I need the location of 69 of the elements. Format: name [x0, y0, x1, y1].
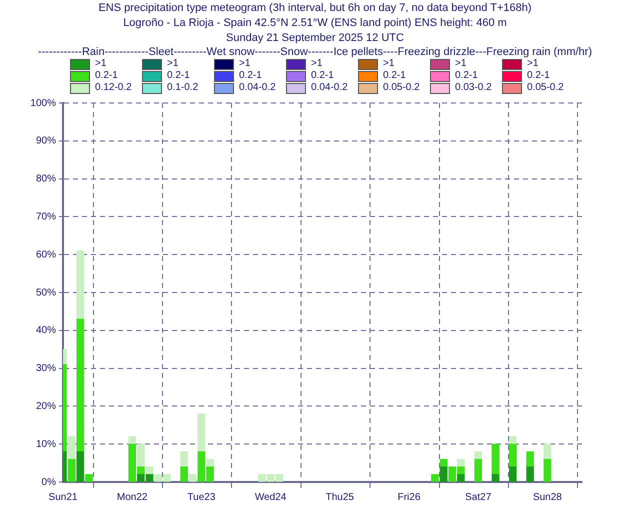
bar: [188, 474, 197, 482]
legend-label: 0.04-0.2: [311, 82, 348, 93]
y-tick-label: 10%: [36, 438, 56, 450]
legend-label: 0.2-1: [239, 70, 262, 81]
y-tick-label: 20%: [36, 400, 56, 412]
x-tick-label: Sun28: [532, 492, 562, 503]
y-tick-label: 30%: [36, 363, 56, 374]
y-tick-label: 40%: [36, 325, 56, 336]
bar: [526, 466, 534, 482]
legend-label: >1: [239, 58, 250, 69]
y-tick-label: 80%: [36, 174, 56, 185]
y-tick-label: 100%: [30, 98, 56, 109]
bar: [128, 436, 136, 444]
legend-label: 0.2-1: [455, 70, 478, 81]
y-tick-label: 60%: [36, 249, 56, 260]
bar: [457, 474, 465, 482]
legend-label: 0.2-1: [167, 70, 190, 81]
x-tick-label: Wed24: [254, 492, 287, 503]
bar: [137, 444, 145, 468]
legend-label: 0.03-0.2: [455, 82, 492, 93]
legend-label: 0.04-0.2: [239, 82, 276, 93]
bar: [492, 444, 500, 475]
bar: [431, 474, 439, 482]
x-tick-label: Tue23: [187, 492, 216, 503]
bar: [526, 451, 534, 468]
bar: [76, 250, 84, 320]
legend-label: 0.12-0.2: [95, 82, 132, 93]
bar: [508, 466, 517, 482]
y-tick-label: 0%: [42, 476, 56, 488]
legend-label: >1: [527, 58, 538, 69]
chart-subtitle: Logroño - La Rioja - Spain 42.5°N 2.51°W (ENS land point) ENS height: 460 m Sunday 21 September 2025 12 UTC: [122, 16, 508, 46]
legend-label: >1: [455, 58, 466, 69]
bar: [85, 474, 93, 482]
bar: [492, 474, 500, 482]
legend-label: >1: [311, 58, 322, 69]
bar: [508, 436, 517, 444]
bar: [508, 444, 517, 468]
bar: [198, 413, 206, 452]
legend-label: 0.2-1: [383, 70, 406, 81]
x-tick-label: Sat27: [465, 492, 492, 503]
legend-label: 0.2-1: [311, 70, 334, 81]
bar: [206, 458, 214, 468]
y-tick-label: 70%: [36, 211, 56, 222]
bar: [474, 458, 482, 482]
bar: [440, 466, 448, 482]
bar: [76, 451, 84, 482]
bar: [68, 436, 76, 460]
legend-label: >1: [383, 58, 394, 69]
bar: [180, 451, 188, 468]
legend-label: 0.2-1: [527, 70, 550, 81]
bar: [180, 466, 188, 482]
x-tick-label: Sun21: [48, 492, 78, 503]
x-tick-label: Fri26: [398, 492, 421, 503]
y-tick-label: 50%: [36, 287, 56, 298]
legend-title: ------------Rain------------Sleet---------Wet snow-------Snow-------Ice pellets----Freezing drizzle---Freezing rain (mm/hr): [36, 46, 594, 58]
bar: [76, 318, 84, 452]
x-tick-label: Thu25: [326, 492, 354, 503]
legend-label: 0.05-0.2: [383, 82, 420, 93]
x-tick-label: Mon22: [116, 492, 148, 503]
legend-label: >1: [167, 58, 178, 69]
legend-label: 0.2-1: [95, 70, 118, 81]
bar: [146, 466, 154, 475]
bar: [544, 458, 552, 482]
legend-label: 0.05-0.2: [527, 82, 564, 93]
chart-title: ENS precipitation type meteogram (3h interval, but 6h on day 7, no data beyond T+168h): [97, 1, 533, 16]
bar: [544, 444, 552, 460]
legend-label: 0.1-0.2: [167, 82, 198, 93]
y-tick-label: 90%: [36, 136, 56, 147]
legend-label: >1: [95, 58, 106, 69]
